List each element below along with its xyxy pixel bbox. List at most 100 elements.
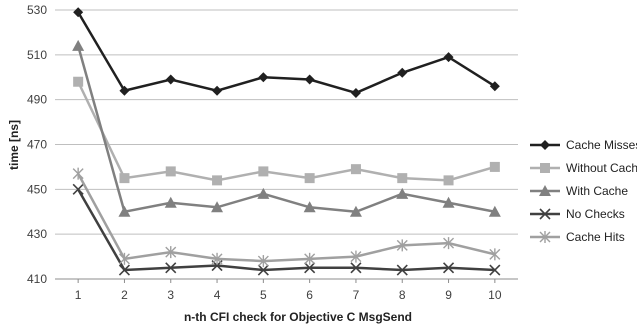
series-cache-hits [72,167,501,268]
legend-item-with-cache: With Cache [530,184,628,198]
data-point-without-cache-1 [73,76,84,87]
data-point-no-checks-10 [489,264,501,276]
series-group [72,7,501,276]
data-point-cache-misses-10 [489,81,500,92]
x-tick-6: 6 [306,288,313,302]
x-tick-2: 2 [121,288,128,302]
x-tick-7: 7 [353,288,360,302]
data-point-cache-misses-5 [258,72,269,83]
series-line-no-checks [77,188,495,272]
data-point-cache-misses-3 [165,74,176,85]
data-point-cache-misses-2 [119,85,130,96]
data-point-no-checks-3 [165,262,177,274]
data-point-cache-misses-8 [397,67,408,78]
y-tick-510: 510 [27,48,47,62]
data-point-cache-hits-3 [165,246,177,259]
x-tick-1: 1 [75,288,82,302]
legend-item-cache-misses: Cache Misses [530,138,637,152]
x-tick-labels: 1 2 3 4 5 6 7 8 9 10 [75,288,502,302]
y-tick-450: 450 [27,182,47,196]
data-point-no-checks-6 [304,262,316,274]
data-point-with-cache-6 [303,201,316,213]
data-point-without-cache-9 [443,175,454,186]
legend-label-cache-hits: Cache Hits [566,230,625,244]
data-point-with-cache-2 [118,205,131,217]
data-point-cache-hits-1 [72,167,84,180]
gridlines [55,9,518,280]
series-line-cache-hits [77,173,496,263]
data-point-without-cache-7 [350,164,361,175]
data-point-with-cache-5 [257,187,270,199]
legend-item-no-checks: No Checks [530,207,625,221]
y-tick-490: 490 [27,93,47,107]
legend-item-cache-hits: Cache Hits [530,230,625,244]
data-point-cache-misses-1 [73,7,84,18]
data-point-no-checks-8 [396,264,408,276]
data-point-with-cache-10 [488,205,501,217]
data-point-no-checks-1 [72,183,84,195]
data-point-cache-misses-9 [443,52,454,63]
data-point-no-checks-9 [442,262,455,274]
data-point-without-cache-5 [258,166,269,177]
series-with-cache [72,39,501,217]
data-point-cache-misses-4 [212,85,223,96]
legend: Cache Misses Without Cache With Cache No Ch… [530,138,637,244]
data-point-with-cache-1 [72,39,85,51]
legend-item-without-cache: Without Cache [530,161,637,175]
data-point-cache-hits-4 [211,252,223,265]
legend-label-no-checks: No Checks [566,207,625,221]
axes [55,278,518,283]
series-line-cache-misses [77,11,496,95]
data-point-cache-hits-7 [350,250,362,263]
data-point-cache-hits-5 [257,255,269,268]
series-cache-misses [73,7,500,98]
legend-swatch-marker-cache-hits [539,231,551,243]
data-point-without-cache-4 [212,175,223,186]
legend-label-cache-misses: Cache Misses [566,138,637,152]
y-tick-430: 430 [27,227,47,241]
legend-swatch-marker-no-checks [539,208,551,220]
data-point-cache-misses-6 [304,74,315,85]
y-axis-label: time [ns] [7,120,21,170]
data-point-cache-hits-10 [489,248,501,261]
y-tick-labels: 410 430 450 470 490 510 530 [27,3,47,286]
data-point-no-checks-5 [257,264,269,276]
data-point-without-cache-6 [304,173,315,184]
legend-swatch-marker-with-cache [539,185,551,196]
y-tick-410: 410 [27,272,47,286]
legend-label-without-cache: Without Cache [566,161,637,175]
data-point-cache-hits-2 [118,252,130,265]
data-point-no-checks-7 [350,262,362,274]
data-point-without-cache-2 [119,173,130,184]
series-line-with-cache [76,45,496,214]
data-point-cache-hits-9 [443,237,455,250]
x-tick-3: 3 [167,288,174,302]
y-tick-530: 530 [27,3,47,17]
data-point-cache-hits-8 [396,239,408,252]
data-point-with-cache-9 [442,196,455,208]
data-point-with-cache-8 [396,187,409,199]
series-no-checks [72,183,501,276]
x-tick-4: 4 [214,288,221,302]
data-point-no-checks-2 [118,264,131,276]
data-point-cache-misses-7 [350,87,361,98]
x-tick-5: 5 [260,288,267,302]
data-point-with-cache-7 [349,205,362,217]
data-point-with-cache-3 [164,196,177,208]
x-axis-label: n-th CFI check for Objective C MsgSend [184,310,412,324]
legend-swatch-marker-without-cache [540,163,550,173]
data-point-without-cache-8 [397,173,408,184]
legend-swatch-marker-cache-misses [540,140,550,150]
data-point-with-cache-4 [211,201,224,213]
x-tick-8: 8 [399,288,406,302]
x-tick-9: 9 [445,288,452,302]
y-tick-470: 470 [27,138,47,152]
data-point-without-cache-10 [489,161,500,172]
data-point-cache-hits-6 [304,252,316,265]
data-point-without-cache-3 [165,166,176,177]
legend-label-with-cache: With Cache [566,184,628,198]
series-without-cache [73,76,500,186]
x-tick-10: 10 [488,288,502,302]
series-line-without-cache [77,81,496,182]
